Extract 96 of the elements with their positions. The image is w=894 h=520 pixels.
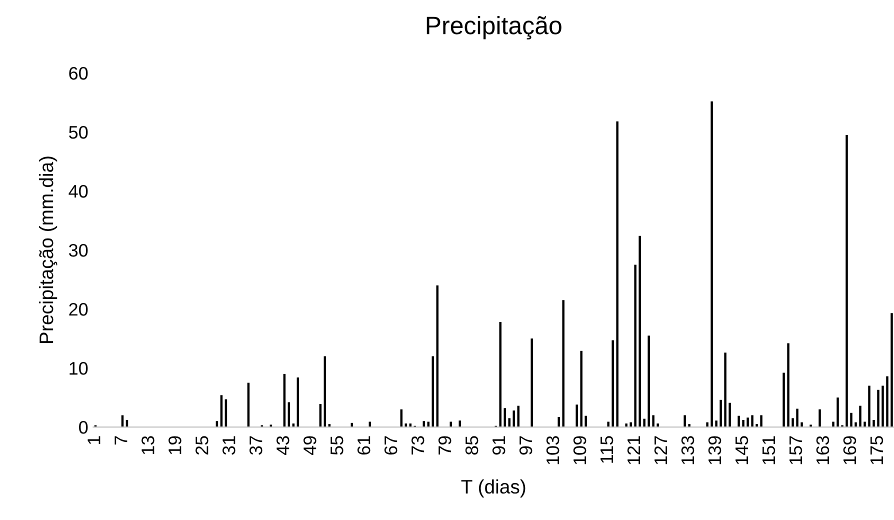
bar [684,415,686,428]
bar [850,412,852,428]
x-tick-label: 103 [546,436,560,464]
x-tick-label: 169 [843,436,856,464]
bar [864,422,866,428]
bar [810,424,812,428]
bar [846,134,848,428]
bar [854,422,857,428]
bar [877,390,880,428]
bar [584,416,587,428]
x-tick-label: 127 [654,436,667,464]
bar [792,418,794,428]
x-tick-label: 13 [142,436,154,454]
x-tick-label: 145 [736,436,748,464]
bar [751,415,754,428]
bar [882,386,884,428]
bar [800,422,803,428]
chart-title: Precipitação [426,16,562,40]
x-tick-label: 121 [627,436,640,464]
bar [859,406,862,428]
bar [868,386,870,428]
x-tick-label: 157 [790,436,802,464]
bar [656,423,659,428]
bar [720,400,722,428]
x-tick-label: 1 [88,436,100,444]
bar [530,338,533,428]
bar [728,402,731,428]
bar [724,352,726,428]
bar [710,101,713,428]
bar [836,398,839,428]
bar [504,408,506,428]
bar [508,418,510,428]
bar [818,409,821,428]
x-tick-label: 85 [465,436,478,455]
y-tick-label: 60 [69,66,88,80]
y-tick-label: 20 [69,302,88,316]
bar [638,236,641,428]
x-tick-label: 25 [196,436,208,455]
x-tick-label: 109 [573,436,586,464]
bar [886,376,888,428]
x-tick-label: 61 [357,436,370,455]
bar [576,404,578,428]
x-tick-label: 55 [330,436,344,455]
x-tick-label: 37 [250,436,262,455]
x-tick-label: 151 [762,436,776,464]
bar [616,121,618,428]
x-tick-label: 73 [411,436,424,455]
bar [796,408,798,428]
x-tick-label: 115 [600,436,614,463]
bar [643,418,646,428]
y-axis-title: Precipitação (mm.dia) [38,156,58,343]
bar [625,423,628,428]
bar [787,343,790,428]
bar [742,420,744,428]
bar [872,420,875,428]
x-tick-label: 175 [870,436,884,464]
y-tick-label: 0 [79,420,88,434]
x-tick-label: 49 [303,436,316,456]
bar [517,406,520,428]
x-tick-label: 163 [816,436,830,464]
bar [558,416,560,428]
x-tick-label: 133 [681,436,694,464]
x-tick-label: 91 [492,436,506,455]
x-tick-label: 67 [384,436,398,455]
bar [738,416,740,428]
bar [746,418,749,428]
x-tick-label: 31 [222,436,236,455]
bar [634,264,636,428]
bar [760,415,762,428]
bar [756,424,758,428]
bar [832,422,834,428]
x-tick-label: 79 [438,436,452,455]
y-tick-label: 40 [68,184,88,198]
bar [607,422,610,428]
x-tick-label: 19 [168,436,182,454]
x-tick-label: 7 [114,436,128,444]
y-tick-label: 30 [68,244,88,257]
bar [652,415,654,428]
x-tick-label: 139 [708,436,722,464]
bar [715,420,718,428]
bar [612,340,614,428]
x-axis-title: T (dias) [461,479,526,498]
bar [630,422,632,428]
bar [782,372,785,428]
bar [688,424,690,428]
y-tick-label: 10 [70,362,88,375]
x-tick-label: 43 [276,436,290,456]
y-tick-label: 50 [69,126,88,139]
bar [706,422,708,428]
bar [512,410,515,428]
bar [580,350,582,428]
x-tick-label: 97 [519,436,532,455]
bar [562,300,564,428]
bar [499,322,502,428]
bar [648,336,650,428]
bar [890,313,893,428]
